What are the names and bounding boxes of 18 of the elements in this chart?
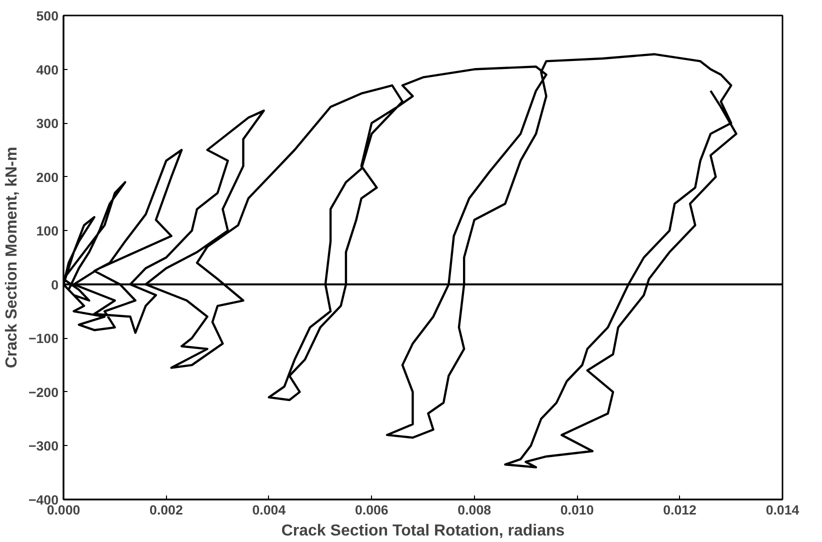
y-tick-label: 300: [36, 116, 59, 132]
y-tick-label: −200: [28, 384, 59, 400]
y-tick-label: −100: [28, 331, 59, 346]
x-tick-label: 0.010: [560, 502, 594, 518]
x-axis-title: Crack Section Total Rotation, radians: [281, 522, 565, 540]
y-tick-label: −300: [28, 438, 59, 454]
x-tick-label: 0.008: [458, 502, 492, 518]
x-tick-label: 0.014: [766, 502, 800, 518]
y-tick-label: 400: [36, 62, 59, 78]
x-tick-label: 0.006: [354, 502, 388, 518]
x-tick-label: 0.004: [252, 502, 286, 518]
x-tick-label: 0.012: [663, 502, 696, 518]
y-tick-label: 200: [36, 170, 59, 185]
x-tick-label: 0.002: [150, 502, 183, 518]
y-tick-label: 0: [51, 277, 59, 292]
y-axis-title: Crack Section Moment, kN-m: [3, 146, 20, 368]
y-tick-label: 500: [36, 8, 59, 24]
y-tick-label: 100: [36, 224, 59, 239]
